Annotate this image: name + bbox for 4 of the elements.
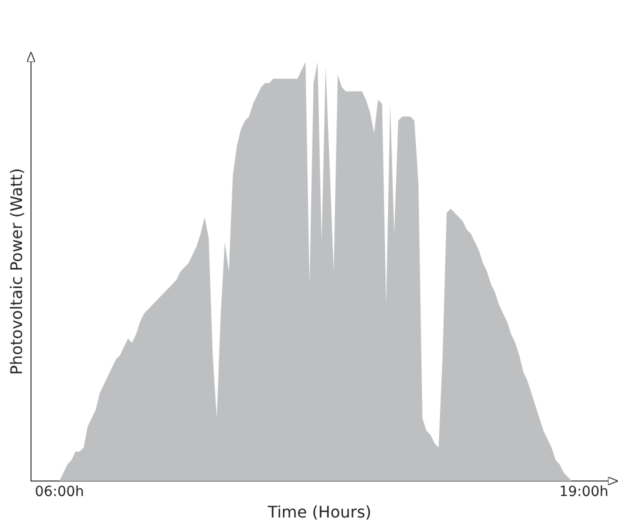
x-tick-label: 19:00h: [559, 484, 608, 500]
x-tick-label: 06:00h: [34, 484, 84, 500]
y-axis-title: Photovoltaic Power (Watt): [6, 168, 26, 375]
x-axis-title: Time (Hours): [266, 502, 372, 522]
